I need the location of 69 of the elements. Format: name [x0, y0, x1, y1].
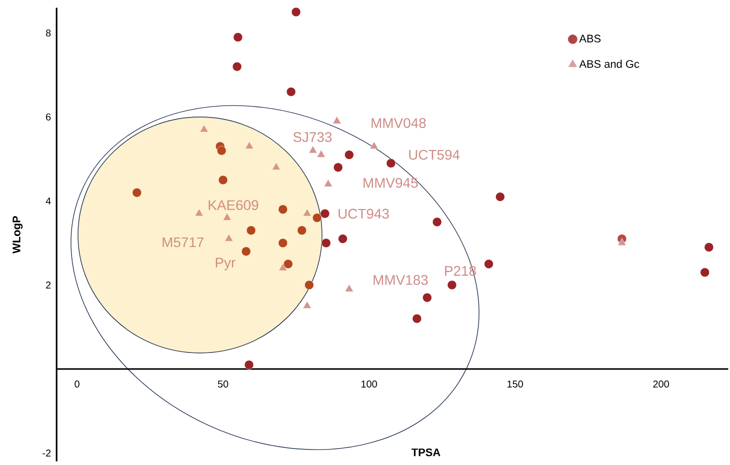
- point: [304, 280, 314, 290]
- point: [700, 268, 710, 278]
- point: [618, 238, 626, 246]
- point: [496, 192, 505, 202]
- y-axis-title: WLogP: [12, 216, 23, 254]
- point: [245, 141, 254, 149]
- annotation: MMV945: [364, 178, 418, 188]
- point: [297, 226, 307, 236]
- point: [233, 32, 243, 42]
- y-tick-label: 8: [46, 29, 51, 37]
- point: [447, 280, 457, 290]
- point: [246, 226, 256, 236]
- point: [422, 292, 432, 302]
- y-tick-label: 2: [46, 282, 51, 288]
- x-axis-title: TPSA: [411, 448, 440, 456]
- point: [324, 179, 332, 187]
- point: [344, 150, 354, 160]
- annotation: SJ733: [293, 132, 332, 142]
- point: [132, 188, 142, 198]
- point: [370, 141, 378, 149]
- point: [412, 314, 422, 324]
- x-tick-label: 0: [74, 380, 80, 388]
- annotation: MMV183: [374, 275, 428, 285]
- point: [302, 208, 312, 216]
- point: [432, 217, 442, 227]
- point: [241, 246, 251, 256]
- point: [316, 150, 326, 158]
- annotation: M5717: [162, 237, 204, 248]
- annotation: Pyr: [216, 258, 236, 270]
- point: [278, 238, 288, 248]
- point: [244, 360, 254, 370]
- y-tick-label: 4: [46, 198, 51, 204]
- point: [291, 7, 301, 17]
- point: [333, 162, 343, 172]
- point: [222, 212, 232, 220]
- point: [332, 116, 342, 124]
- annotation: KAE609: [208, 200, 258, 210]
- point: [386, 158, 396, 168]
- point: [278, 204, 288, 214]
- point: [302, 301, 312, 309]
- annotation: MMV048: [372, 118, 426, 128]
- point: [338, 234, 348, 244]
- annotation: UCT943: [338, 208, 389, 219]
- point: [232, 62, 242, 72]
- point: [321, 238, 331, 248]
- point: [194, 208, 204, 216]
- point: [308, 146, 318, 154]
- x-tick-label: 50: [218, 380, 228, 388]
- point: [312, 213, 322, 222]
- legend-label: ABS and Gc: [579, 60, 640, 68]
- point: [218, 175, 228, 185]
- point: [344, 284, 354, 292]
- point: [200, 124, 208, 132]
- annotation: UCT594: [409, 150, 460, 160]
- point: [216, 146, 226, 156]
- x-tick-label: 200: [653, 380, 669, 388]
- y-tick-label: 6: [46, 113, 51, 121]
- point: [704, 242, 714, 252]
- x-tick-label: 150: [508, 380, 523, 388]
- point: [224, 234, 234, 242]
- point: [284, 259, 293, 269]
- point: [272, 162, 280, 170]
- legend-label: ABS: [579, 34, 601, 42]
- point: [320, 208, 330, 218]
- point: [484, 259, 494, 269]
- point: [278, 263, 288, 271]
- x-tick-label: 100: [362, 380, 377, 388]
- y-tick-label: -2: [42, 450, 51, 456]
- point: [286, 87, 296, 96]
